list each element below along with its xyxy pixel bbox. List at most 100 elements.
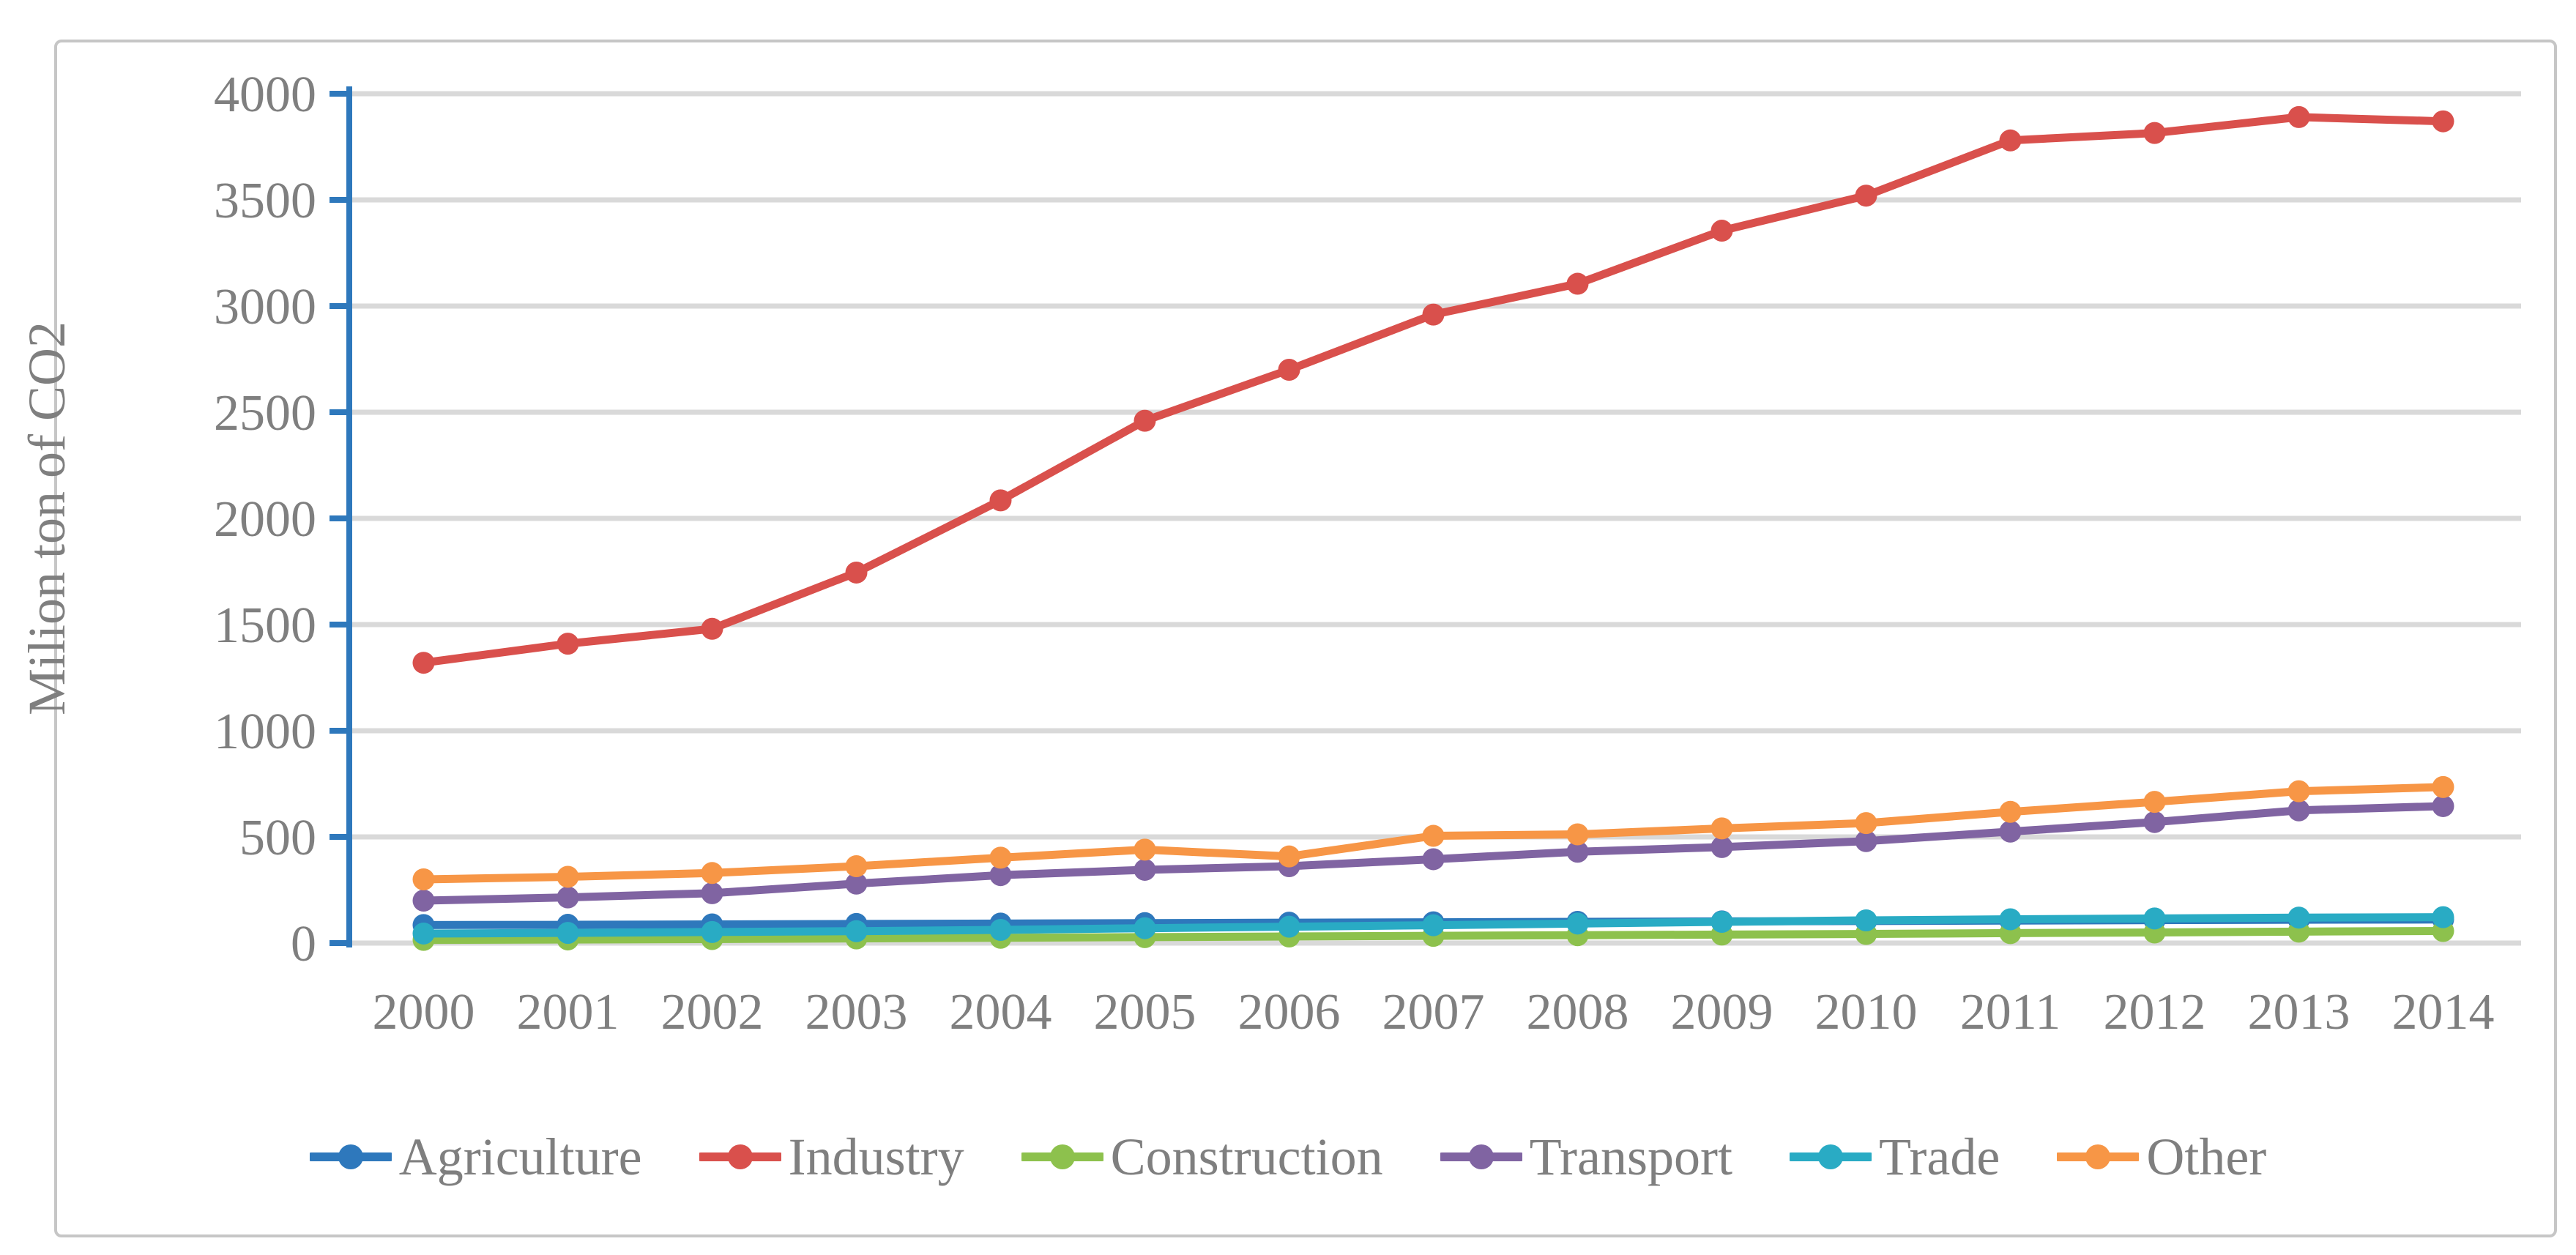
legend-item-other: Other (2057, 1131, 2266, 1183)
data-point-marker-other (701, 862, 723, 885)
data-point-marker-transport (1422, 848, 1445, 871)
x-tick-label: 2012 (2104, 984, 2206, 1040)
data-point-marker-industry (1278, 359, 1300, 381)
data-point-marker-trade (1278, 915, 1300, 938)
y-tick-label: 2500 (214, 385, 316, 442)
data-point-marker-trade (989, 919, 1012, 942)
data-point-marker-transport (2143, 811, 2166, 833)
data-point-marker-other (1278, 845, 1300, 868)
legend-item-transport: Transport (1440, 1131, 1732, 1183)
data-point-marker-other (989, 846, 1012, 869)
legend-key-line-marker-icon (309, 1144, 392, 1169)
data-point-marker-trade (845, 920, 868, 942)
data-point-marker-other (1710, 817, 1733, 840)
data-point-marker-industry (2143, 122, 2166, 144)
data-point-marker-transport (1855, 830, 1877, 852)
x-tick-label: 2008 (1527, 984, 1629, 1040)
x-tick-label: 2009 (1671, 984, 1773, 1040)
y-tick-label: 1000 (214, 704, 316, 760)
legend-key-line-marker-icon (699, 1144, 781, 1169)
y-tick-label: 0 (291, 916, 316, 972)
y-tick-label: 3000 (214, 279, 316, 335)
y-tick-label: 3500 (214, 173, 316, 229)
legend-key-line-marker-icon (1789, 1144, 1872, 1169)
data-point-marker-industry (1999, 129, 2022, 152)
data-point-marker-transport (1999, 820, 2022, 843)
data-point-marker-other (2143, 791, 2166, 813)
legend-item-label: Industry (788, 1128, 964, 1186)
data-point-marker-trade (2143, 907, 2166, 930)
x-tick-label: 2003 (805, 984, 908, 1040)
data-point-marker-industry (1710, 220, 1733, 242)
x-tick-label: 2013 (2248, 984, 2350, 1040)
legend-item-label: Transport (1529, 1128, 1732, 1186)
data-point-marker-trade (2432, 906, 2454, 928)
data-point-marker-transport (2287, 799, 2310, 822)
x-tick-label: 2004 (950, 984, 1052, 1040)
legend-key-line-marker-icon (1440, 1144, 1522, 1169)
y-tick-label: 2000 (214, 491, 316, 548)
data-point-marker-other (412, 868, 435, 890)
x-tick-label: 2002 (661, 984, 764, 1040)
data-point-marker-transport (412, 890, 435, 912)
data-point-marker-industry (1566, 272, 1589, 295)
data-point-marker-transport (2432, 794, 2454, 817)
data-point-marker-transport (556, 886, 579, 909)
data-point-marker-trade (1133, 917, 1156, 939)
data-point-marker-trade (1422, 914, 1445, 936)
data-point-marker-industry (2287, 105, 2310, 128)
y-axis-title: Milion ton of CO2 (18, 321, 76, 715)
legend-item-construction: Construction (1021, 1131, 1383, 1183)
legend-item-label: Trade (1878, 1128, 2000, 1186)
data-point-marker-industry (701, 617, 723, 640)
legend-item-label: Construction (1110, 1128, 1383, 1186)
data-point-marker-other (1566, 823, 1589, 846)
data-point-marker-trade (1566, 912, 1589, 935)
data-point-marker-trade (556, 922, 579, 945)
data-point-marker-industry (556, 633, 579, 655)
legend-item-label: Agriculture (398, 1128, 642, 1186)
x-tick-label: 2011 (1960, 984, 2061, 1040)
y-tick-label: 4000 (214, 67, 316, 123)
x-tick-label: 2005 (1094, 984, 1196, 1040)
legend-item-trade: Trade (1789, 1128, 2000, 1186)
data-point-marker-transport (1133, 858, 1156, 881)
data-point-marker-trade (2287, 906, 2310, 929)
data-point-marker-other (1133, 838, 1156, 861)
data-point-marker-transport (701, 882, 723, 904)
legend-item-industry: Industry (699, 1131, 964, 1183)
x-tick-label: 2000 (373, 984, 475, 1040)
data-point-marker-other (1422, 824, 1445, 847)
data-point-marker-trade (1855, 909, 1877, 931)
data-point-marker-other (845, 855, 868, 878)
data-point-marker-other (2287, 780, 2310, 802)
data-point-marker-industry (845, 561, 868, 584)
data-point-marker-industry (1422, 303, 1445, 326)
legend-key-line-marker-icon (1021, 1144, 1103, 1169)
data-point-marker-other (556, 865, 579, 888)
data-point-marker-industry (412, 652, 435, 674)
data-point-marker-other (1999, 800, 2022, 823)
data-point-marker-transport (845, 872, 868, 895)
data-point-marker-transport (989, 864, 1012, 887)
legend-key-line-marker-icon (2057, 1144, 2140, 1169)
legend-item-label: Other (2146, 1128, 2267, 1186)
data-point-marker-trade (412, 922, 435, 945)
data-point-marker-trade (701, 920, 723, 943)
chart-legend: Agriculture Industry Construction Transport… (0, 1102, 2576, 1212)
x-tick-label: 2006 (1238, 984, 1341, 1040)
data-point-marker-other (1855, 812, 1877, 835)
data-point-marker-industry (2432, 110, 2454, 133)
data-point-marker-transport (1710, 835, 1733, 858)
x-tick-label: 2001 (517, 984, 619, 1040)
data-point-marker-industry (989, 489, 1012, 512)
data-point-marker-transport (1566, 841, 1589, 863)
x-tick-label: 2007 (1382, 984, 1485, 1040)
data-point-marker-industry (1855, 185, 1877, 207)
y-tick-label: 1500 (214, 597, 316, 654)
data-point-marker-trade (1999, 908, 2022, 931)
y-tick-label: 500 (239, 810, 316, 866)
data-point-marker-trade (1710, 911, 1733, 933)
